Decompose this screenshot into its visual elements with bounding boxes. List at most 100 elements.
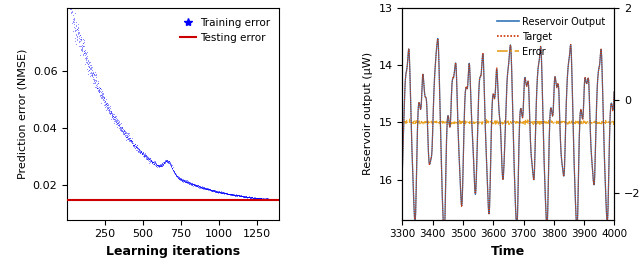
Point bbox=[131, 144, 141, 148]
Point bbox=[220, 191, 230, 195]
Point bbox=[204, 188, 214, 192]
Point bbox=[113, 123, 124, 127]
Point bbox=[88, 81, 99, 86]
Point bbox=[70, 33, 81, 37]
Point bbox=[147, 160, 157, 164]
Point bbox=[113, 123, 124, 127]
Point bbox=[67, 6, 77, 10]
Point bbox=[198, 186, 209, 191]
Point bbox=[215, 191, 225, 195]
Point bbox=[240, 195, 250, 199]
Point bbox=[111, 120, 121, 124]
Point bbox=[152, 162, 162, 167]
Point bbox=[168, 166, 178, 170]
Point bbox=[202, 187, 212, 191]
Point bbox=[225, 192, 236, 197]
Point bbox=[139, 153, 149, 158]
Point bbox=[184, 181, 195, 185]
Point bbox=[237, 194, 248, 199]
Point bbox=[238, 194, 248, 198]
Point bbox=[256, 196, 266, 201]
Point bbox=[268, 198, 278, 202]
Point bbox=[264, 197, 275, 202]
Point bbox=[234, 193, 244, 198]
Point bbox=[199, 185, 209, 189]
Point bbox=[122, 137, 132, 141]
Point bbox=[135, 148, 145, 152]
Point bbox=[242, 195, 252, 199]
Point bbox=[228, 192, 238, 196]
Point bbox=[199, 185, 209, 190]
Point bbox=[171, 173, 181, 178]
Point bbox=[219, 190, 229, 194]
Point bbox=[152, 162, 163, 167]
Point bbox=[155, 164, 165, 168]
Point bbox=[257, 196, 268, 201]
Point bbox=[211, 189, 221, 194]
Point bbox=[208, 188, 218, 192]
Target bbox=[538, 76, 546, 79]
Point bbox=[95, 93, 106, 97]
Point bbox=[180, 179, 191, 184]
Point bbox=[159, 161, 170, 165]
Point bbox=[213, 190, 223, 194]
Point bbox=[182, 180, 192, 184]
Point bbox=[114, 121, 124, 126]
Point bbox=[122, 134, 132, 139]
Point bbox=[131, 144, 141, 148]
Point bbox=[230, 193, 240, 197]
Point bbox=[136, 151, 147, 156]
Point bbox=[209, 189, 220, 193]
Point bbox=[141, 155, 151, 160]
Point bbox=[233, 193, 243, 197]
Point bbox=[250, 196, 260, 200]
Point bbox=[96, 95, 106, 100]
Legend: Reservoir Output, Target, Error: Reservoir Output, Target, Error bbox=[493, 13, 609, 60]
Point bbox=[95, 87, 106, 91]
Point bbox=[157, 163, 168, 167]
Point bbox=[255, 196, 266, 201]
Point bbox=[188, 182, 198, 186]
Point bbox=[71, 23, 81, 27]
Point bbox=[255, 196, 266, 200]
Point bbox=[121, 137, 131, 142]
Point bbox=[98, 98, 108, 102]
Point bbox=[66, 6, 76, 10]
Point bbox=[65, 10, 76, 14]
Point bbox=[93, 79, 103, 83]
Point bbox=[179, 178, 189, 183]
Point bbox=[72, 27, 82, 31]
Target bbox=[459, 186, 467, 190]
Point bbox=[161, 159, 171, 163]
Point bbox=[102, 106, 112, 111]
Point bbox=[81, 57, 91, 61]
Point bbox=[111, 114, 121, 119]
Point bbox=[79, 47, 90, 52]
Point bbox=[87, 70, 97, 75]
Point bbox=[191, 183, 201, 188]
Point bbox=[188, 183, 198, 187]
Point bbox=[73, 30, 83, 34]
Point bbox=[139, 153, 149, 157]
Point bbox=[70, 39, 80, 43]
Point bbox=[186, 182, 196, 186]
Point bbox=[88, 70, 98, 75]
Point bbox=[181, 179, 191, 183]
X-axis label: Time: Time bbox=[492, 245, 525, 258]
Point bbox=[163, 160, 173, 164]
Point bbox=[143, 156, 153, 160]
Point bbox=[85, 71, 95, 76]
Point bbox=[238, 194, 248, 199]
Point bbox=[175, 178, 185, 182]
Point bbox=[177, 178, 187, 182]
Point bbox=[103, 106, 113, 110]
Point bbox=[77, 44, 88, 48]
Point bbox=[243, 195, 253, 199]
Point bbox=[160, 159, 170, 163]
Point bbox=[119, 132, 129, 137]
Point bbox=[103, 102, 113, 106]
Point bbox=[108, 112, 118, 117]
Point bbox=[255, 196, 266, 200]
Line: Reservoir Output: Reservoir Output bbox=[403, 38, 614, 233]
Point bbox=[258, 196, 268, 201]
